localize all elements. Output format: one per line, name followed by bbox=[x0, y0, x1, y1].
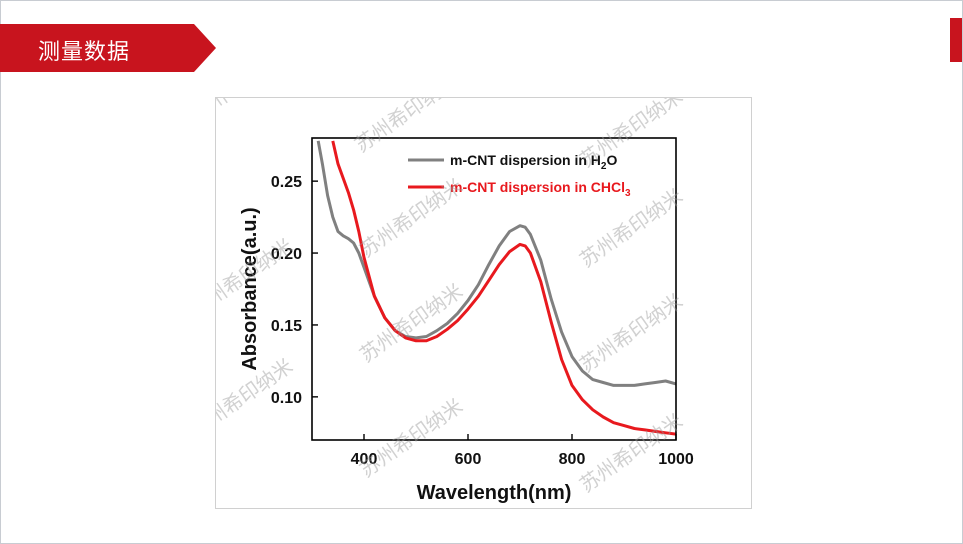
series-line-h2o bbox=[316, 140, 676, 387]
y-axis-label: Absorbance(a.u.) bbox=[239, 207, 261, 370]
y-tick-label: 0.25 bbox=[271, 174, 302, 191]
accent-bar bbox=[950, 18, 962, 62]
figure-panel: 400 600 800 1000 0.10 0.15 0.20 0.25 Wavelength… bbox=[185, 39, 752, 509]
y-tick-label: 0.15 bbox=[271, 318, 302, 335]
x-axis-label: Wavelength(nm) bbox=[417, 482, 572, 504]
x-tick-label: 800 bbox=[559, 451, 586, 468]
y-tick-label: 0.10 bbox=[271, 390, 302, 407]
watermark-text: 苏州希印纳米 bbox=[575, 289, 687, 377]
x-tick-label: 600 bbox=[455, 451, 482, 468]
watermark-text: 苏州希印纳米 bbox=[355, 394, 467, 482]
watermark-text: 苏州希印纳米 bbox=[350, 98, 462, 157]
watermark-text: 苏州希印纳米 bbox=[575, 184, 687, 272]
legend-label: m-CNT dispersion in CHCl3 bbox=[450, 179, 631, 199]
x-tick-label: 1000 bbox=[658, 451, 694, 468]
title-banner bbox=[0, 24, 216, 72]
series-line-chcl3 bbox=[331, 140, 676, 436]
x-tick-label: 400 bbox=[351, 451, 378, 468]
watermark-text: 苏州希印纳米 bbox=[216, 98, 297, 127]
watermark-text: 苏州希印纳米 bbox=[575, 98, 687, 172]
plot-frame bbox=[311, 137, 677, 441]
absorbance-chart: 400 600 800 1000 0.10 0.15 0.20 0.25 Wavelength… bbox=[185, 39, 694, 504]
y-tick-label: 0.20 bbox=[271, 246, 302, 263]
legend-label: m-CNT dispersion in H2O bbox=[450, 152, 617, 172]
page-title: 测量数据 bbox=[38, 40, 131, 65]
